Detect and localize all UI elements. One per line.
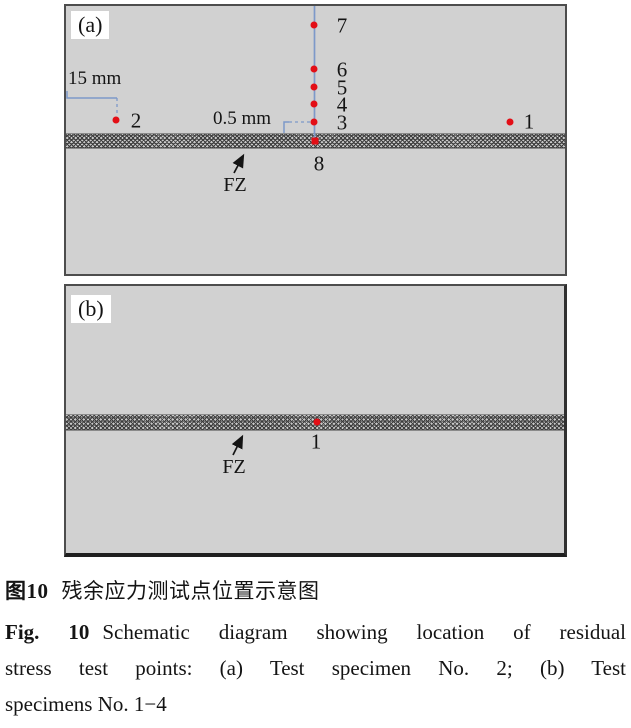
test-point-label-3: 3 (336, 110, 348, 135)
dim-15mm-label: 15 mm (68, 68, 122, 89)
dim-15mm-bracket (66, 91, 117, 99)
test-point-dot-3 (310, 118, 318, 126)
caption-en-text-3: specimens No. 1−4 (5, 692, 167, 716)
test-point-label-8: 8 (313, 151, 325, 176)
test-point-dot-1 (506, 118, 514, 126)
test-point-label-4: 4 (336, 92, 348, 117)
test-point-dot-4 (310, 100, 318, 108)
caption-en-text-1: Schematic diagram showing location of re… (102, 620, 626, 644)
panel-a-tag: (a) (71, 11, 110, 39)
panel-b-specimens-1-4: (b) FZ 1 (64, 284, 567, 557)
test-point-label-2: 2 (130, 108, 142, 133)
panel-b-annotation-lines (231, 434, 244, 456)
test-point-dot-1 (313, 418, 321, 426)
test-point-label-7: 7 (336, 13, 348, 38)
test-point-label-1: 1 (310, 429, 322, 454)
test-point-dot-8 (311, 137, 319, 145)
caption-english-line-1: Fig. 10 Schematic diagram showing locatio… (5, 614, 626, 650)
panel-b-tag: (b) (71, 295, 111, 323)
test-point-label-6: 6 (336, 57, 348, 82)
test-point-dot-2 (112, 116, 120, 124)
fz-label-b: FZ (222, 456, 246, 478)
fz-arrow-a (232, 153, 245, 174)
test-point-label-5: 5 (336, 75, 348, 100)
fz-arrow-b (231, 434, 244, 456)
caption-en-figure-number: Fig. 10 (5, 620, 90, 644)
caption-english-line-2: stress test points: (a) Test specimen No… (5, 650, 626, 686)
dim-05mm-bracket (283, 121, 289, 133)
caption-cn-text: 残余应力测试点位置示意图 (61, 579, 320, 603)
dim-05mm-label: 0.5 mm (213, 108, 272, 129)
test-point-dot-6 (310, 65, 318, 73)
caption-chinese: 图10 残余应力测试点位置示意图 (5, 573, 626, 609)
test-point-label-1: 1 (523, 109, 535, 134)
test-point-dot-7 (310, 21, 318, 29)
caption-en-text-2: stress test points: (a) Test specimen No… (5, 656, 626, 680)
test-point-dot-5 (310, 83, 318, 91)
caption-cn-figure-number: 图10 (5, 579, 49, 603)
caption-english-line-3: specimens No. 1−4 (5, 686, 626, 722)
fz-label-a: FZ (223, 174, 247, 196)
figure-caption: 图10 残余应力测试点位置示意图 Fig. 10 Schematic diagram… (5, 573, 626, 722)
